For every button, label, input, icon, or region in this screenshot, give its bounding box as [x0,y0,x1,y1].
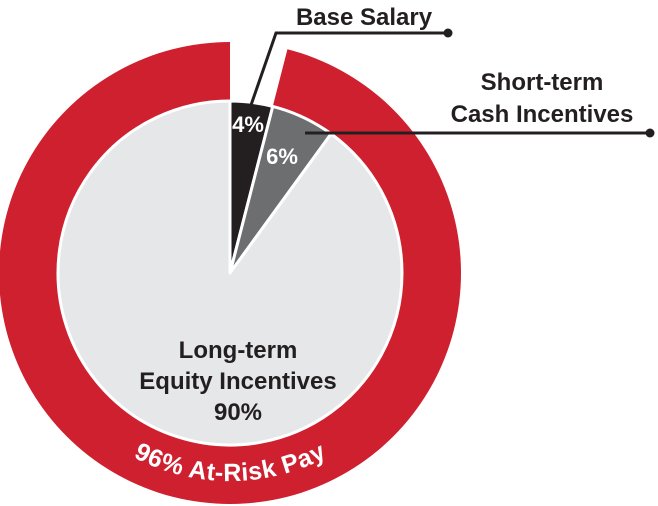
value-label: 90% [214,399,262,426]
pie-slice [56,99,404,447]
label-line: Cash Incentives [451,101,634,128]
category-label: Short-term Cash Incentives [451,69,634,128]
leader-dot [443,28,453,38]
label-line: Long-term [179,337,298,364]
leader-line [248,31,448,109]
category-label: Base Salary [296,4,433,31]
label-line: Equity Incentives [139,368,336,395]
value-label: 4% [232,112,264,137]
label-line: Short-term [481,69,604,96]
leader-dot [645,128,655,138]
label-line: Base Salary [296,4,433,31]
category-label: Long-term Equity Incentives [139,337,336,395]
value-label: 6% [266,144,298,169]
